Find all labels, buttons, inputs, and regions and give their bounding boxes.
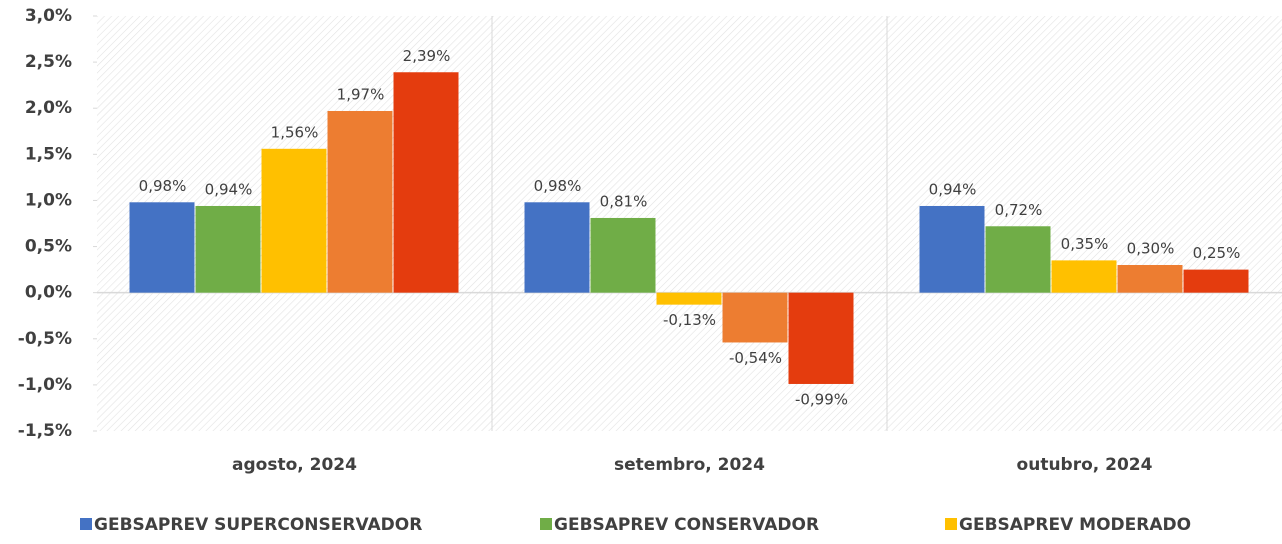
bar: [788, 292, 854, 384]
bar: [656, 292, 722, 305]
y-tick-label: -0,5%: [18, 329, 72, 349]
legend-label: GEBSAPREV CONSERVADOR: [554, 515, 819, 535]
value-label: 0,94%: [205, 180, 253, 198]
bar: [1183, 269, 1249, 293]
value-label: 0,30%: [1127, 240, 1175, 258]
value-label: 0,98%: [139, 177, 187, 195]
y-tick-label: 2,0%: [25, 98, 72, 118]
legend-label: GEBSAPREV SUPERCONSERVADOR: [94, 515, 422, 535]
bar: [524, 202, 590, 293]
value-label: -0,99%: [795, 390, 848, 408]
value-label: 1,97%: [337, 85, 385, 103]
legend-swatch: [540, 518, 552, 530]
value-label: 0,72%: [995, 201, 1043, 219]
y-tick-label: 1,5%: [25, 144, 72, 164]
bar: [327, 110, 393, 293]
bar: [129, 202, 195, 293]
value-label: 1,56%: [271, 123, 319, 141]
x-tick-label: setembro, 2024: [614, 455, 765, 475]
y-tick-label: 3,0%: [25, 6, 72, 26]
bar: [722, 292, 788, 343]
bar: [1051, 260, 1117, 293]
bar: [393, 72, 459, 293]
x-tick-label: outubro, 2024: [1017, 455, 1153, 475]
value-label: 0,35%: [1061, 235, 1109, 253]
value-label: 0,98%: [534, 177, 582, 195]
value-label: 0,25%: [1193, 244, 1241, 262]
legend-swatch: [945, 518, 957, 530]
bar: [1117, 265, 1183, 293]
x-tick-label: agosto, 2024: [232, 455, 357, 475]
bar: [195, 205, 261, 293]
bar: [590, 217, 656, 293]
legend-swatch: [80, 518, 92, 530]
bar: [985, 226, 1051, 293]
y-tick-label: 1,0%: [25, 190, 72, 210]
y-tick-label: -1,0%: [18, 375, 72, 395]
value-label: 0,94%: [929, 180, 977, 198]
value-label: 2,39%: [403, 47, 451, 65]
legend-label: GEBSAPREV MODERADO: [959, 515, 1191, 535]
y-tick-label: 2,5%: [25, 52, 72, 72]
bar: [261, 148, 327, 293]
bar: [919, 205, 985, 293]
y-tick-label: 0,0%: [25, 283, 72, 303]
value-label: -0,13%: [663, 311, 716, 329]
value-label: 0,81%: [600, 192, 648, 210]
value-label: -0,54%: [729, 349, 782, 367]
y-tick-label: 0,5%: [25, 237, 72, 257]
y-tick-label: -1,5%: [18, 421, 72, 441]
